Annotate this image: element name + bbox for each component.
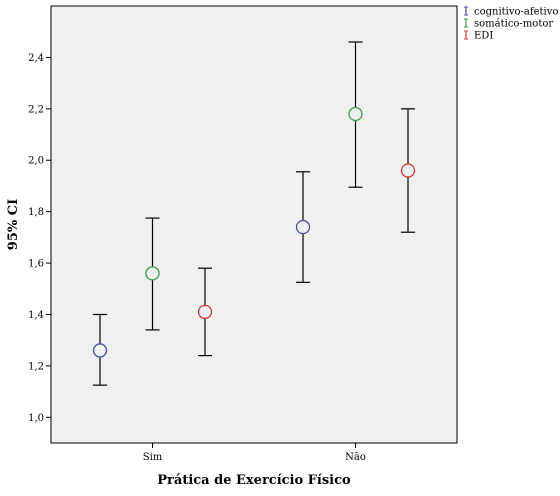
plot-area [50, 5, 458, 444]
legend-label: somático-motor [474, 19, 553, 30]
legend-item: somático-motor [464, 18, 553, 30]
y-tick-label: 2,0 [28, 156, 44, 167]
mean-marker [197, 304, 213, 320]
error-bar [197, 267, 213, 357]
legend-label: cognitivo-afetivo [474, 7, 558, 18]
y-tick-label: 1,4 [28, 310, 44, 321]
y-tick-label: 2,4 [28, 53, 44, 64]
y-axis-title: 95% CI [6, 199, 21, 250]
y-tick-label: 1,2 [28, 361, 44, 372]
y-tick-label: 1,8 [28, 207, 44, 218]
y-tick-label: 2,2 [28, 104, 44, 115]
data-marks [92, 41, 416, 386]
error-bar [348, 41, 363, 188]
y-axis: 1,0 1,2 1,4 1,6 1,8 2,0 2,2 2,4 [28, 53, 51, 424]
error-bar [295, 171, 311, 283]
x-axis-title: Prática de Exercício Físico [157, 473, 351, 488]
mean-marker [295, 219, 311, 235]
legend-item: cognitivo-afetivo [464, 6, 558, 18]
x-tick-label: Sim [143, 452, 163, 463]
error-bar [92, 313, 108, 386]
mean-marker [92, 343, 108, 358]
y-tick-label: 1,6 [28, 259, 44, 270]
x-axis: Sim Não [143, 443, 366, 463]
mean-marker [145, 266, 160, 281]
error-bar [400, 108, 416, 233]
legend-item: EDI [464, 30, 493, 42]
error-bar [145, 217, 160, 331]
mean-marker [348, 106, 363, 122]
y-tick-label: 1,0 [28, 413, 44, 424]
x-tick-label: Não [345, 452, 366, 463]
legend-label: EDI [474, 31, 493, 42]
mean-marker [400, 163, 416, 178]
